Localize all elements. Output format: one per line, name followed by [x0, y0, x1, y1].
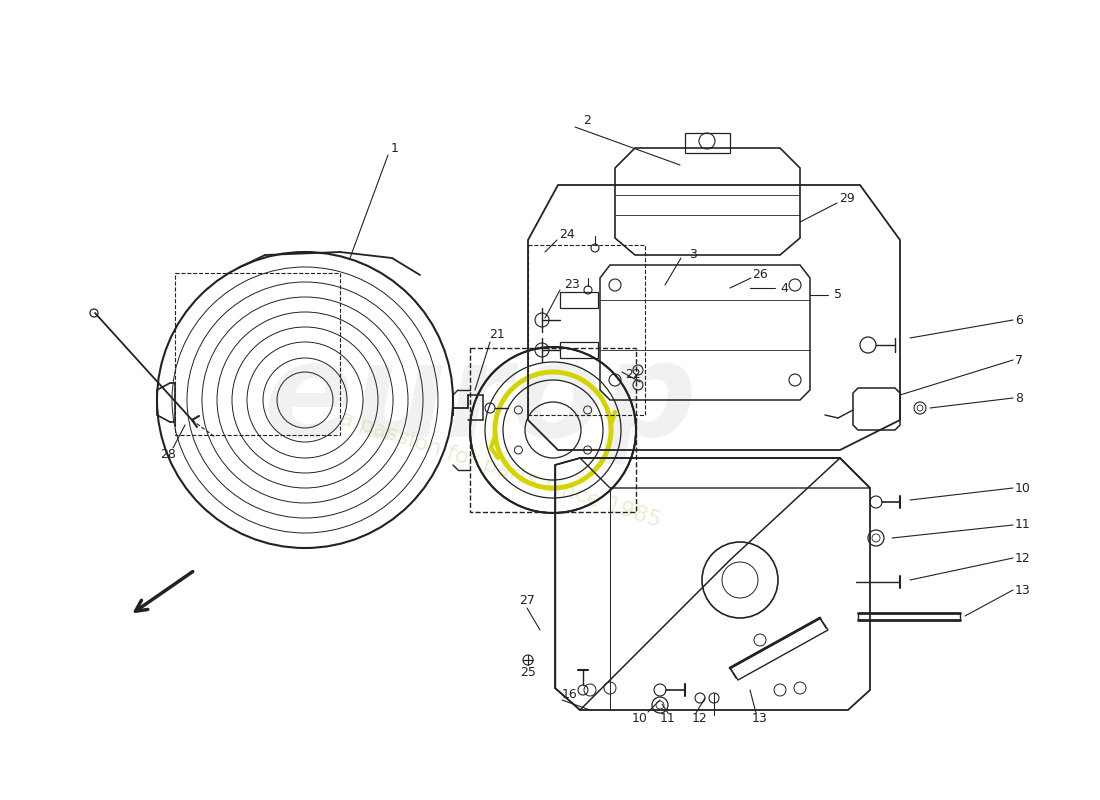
Text: 3: 3: [689, 249, 697, 262]
Text: 10: 10: [632, 711, 648, 725]
Text: 29: 29: [839, 191, 855, 205]
Text: europ: europ: [263, 337, 697, 463]
Text: 10: 10: [1015, 482, 1031, 494]
Text: 12: 12: [1015, 551, 1031, 565]
Text: a passion for parts since 1985: a passion for parts since 1985: [337, 409, 663, 531]
Text: 4: 4: [780, 282, 788, 294]
Text: 13: 13: [752, 711, 768, 725]
Text: 23: 23: [564, 278, 580, 291]
Text: 24: 24: [559, 229, 575, 242]
Text: 22: 22: [625, 369, 641, 382]
Text: 28: 28: [161, 449, 176, 462]
Text: 2: 2: [583, 114, 591, 126]
Text: 11: 11: [660, 711, 675, 725]
Text: 1: 1: [392, 142, 399, 154]
Text: 11: 11: [1015, 518, 1031, 531]
Text: 27: 27: [519, 594, 535, 606]
Text: 13: 13: [1015, 583, 1031, 597]
Text: 16: 16: [562, 689, 578, 702]
Text: 8: 8: [1015, 391, 1023, 405]
Text: 6: 6: [1015, 314, 1023, 326]
Text: 12: 12: [692, 711, 708, 725]
Text: 21: 21: [490, 329, 505, 342]
Text: 5: 5: [834, 289, 842, 302]
Text: 26: 26: [752, 269, 768, 282]
Text: 7: 7: [1015, 354, 1023, 366]
Text: 25: 25: [520, 666, 536, 678]
